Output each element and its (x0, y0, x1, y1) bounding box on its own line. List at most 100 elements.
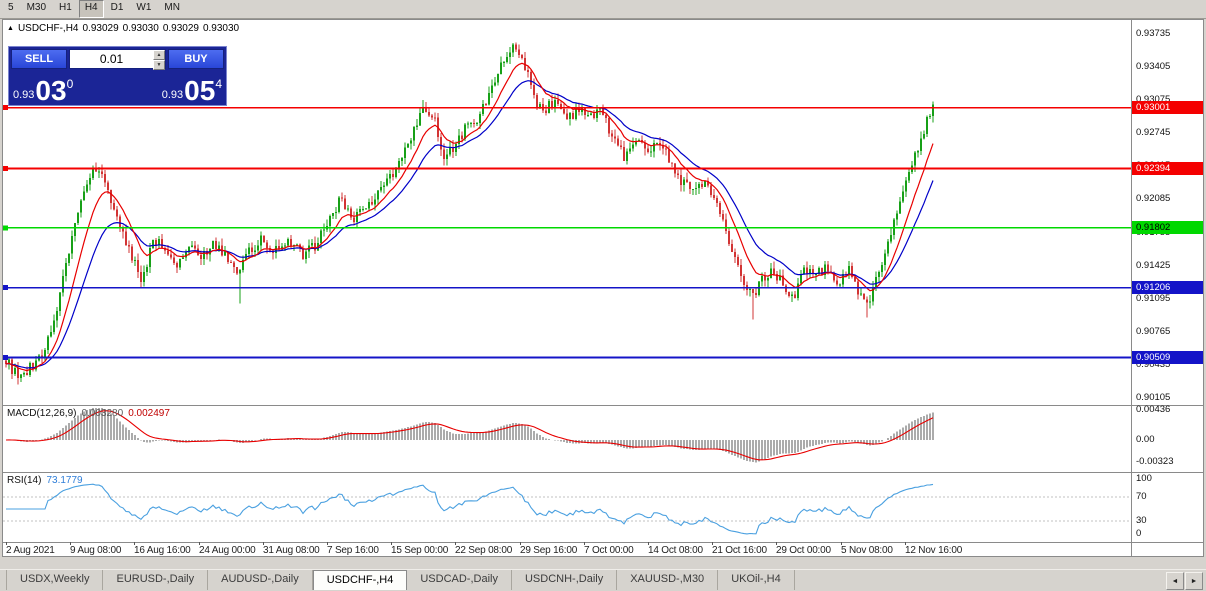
tab-usdchf-h4[interactable]: USDCHF-,H4 (312, 570, 408, 590)
ohlc-high: 0.93030 (122, 23, 159, 34)
tab-usdx-weekly[interactable]: USDX,Weekly (6, 570, 104, 590)
hline-marker[interactable] (3, 105, 8, 111)
time-axis-tick (584, 542, 585, 545)
timeframe-toolbar: 5 M30 H1 H4 D1 W1 MN (0, 0, 1206, 19)
time-axis-tick (70, 542, 71, 545)
rsi-line (6, 483, 934, 535)
time-axis-label: 29 Oct 00:00 (776, 545, 831, 556)
timeframe-button-mn[interactable]: MN (164, 2, 180, 13)
time-axis-label: 29 Sep 16:00 (520, 545, 578, 556)
chart-tabs: USDX,Weekly EURUSD-,Daily AUDUSD-,Daily USD… (0, 570, 1206, 590)
chart-window: ▲ USDCHF-,H4 0.93029 0.93030 0.93029 0.93030 … (2, 19, 1204, 557)
chart-plot[interactable] (3, 20, 1131, 556)
pane-separator-macd[interactable] (3, 405, 1203, 406)
macd-name: MACD(12,26,9) (7, 408, 77, 419)
time-axis-tick (263, 542, 264, 545)
lot-size-value[interactable]: 0.01 (99, 52, 124, 66)
price-axis-label: 0.93735 (1136, 28, 1171, 39)
timeframe-button-w1[interactable]: W1 (136, 2, 152, 13)
pane-separator-rsi[interactable] (3, 472, 1203, 473)
rsi-axis-label: 70 (1136, 491, 1147, 502)
chart-tabbar: USDX,Weekly EURUSD-,Daily AUDUSD-,Daily USD… (0, 569, 1206, 590)
buy-price-sup: 4 (215, 77, 222, 91)
window-strip (0, 557, 1206, 569)
hline-marker[interactable] (3, 166, 8, 171)
price-axis-label: 0.92085 (1136, 193, 1171, 204)
buy-button[interactable]: BUY (168, 49, 224, 69)
sell-price-big: 03 (35, 75, 67, 106)
tab-usdcnh-daily[interactable]: USDCNH-,Daily (512, 570, 618, 590)
time-axis-label: 7 Sep 16:00 (327, 545, 379, 556)
time-axis-label: 5 Nov 08:00 (841, 545, 893, 556)
rsi-axis-label: 0 (1136, 528, 1142, 539)
lot-spinner: ▲ ▼ (153, 50, 165, 70)
price-axis-label: 0.93075 (1136, 94, 1171, 105)
time-axis-tick (905, 542, 906, 545)
sell-price: 0.93 03 0 (13, 75, 73, 106)
ohlc-low: 0.93029 (162, 23, 199, 34)
tab-ukoil-h4[interactable]: UKOil-,H4 (718, 570, 795, 590)
timeframe-button-m30[interactable]: M30 (26, 2, 47, 13)
tab-eurusd-daily[interactable]: EURUSD-,Daily (103, 570, 209, 590)
macd-signal-line (5, 410, 934, 461)
tabs-scroll-right-button[interactable]: ► (1185, 572, 1203, 590)
chart-ohlc: ▲ USDCHF-,H4 0.93029 0.93030 0.93029 0.93030 (7, 23, 243, 34)
time-axis-tick (455, 542, 456, 545)
tab-audusd-daily[interactable]: AUDUSD-,Daily (208, 570, 313, 590)
timeframe-button-5[interactable]: 5 (8, 2, 14, 13)
time-axis-tick (712, 542, 713, 545)
time-axis-tick (520, 542, 521, 545)
price-level-badge: 0.91206 (1132, 281, 1203, 294)
time-axis-tick (327, 542, 328, 545)
sell-button[interactable]: SELL (11, 49, 67, 69)
tab-usdcad-daily[interactable]: USDCAD-,Daily (407, 570, 512, 590)
ohlc-open: 0.93029 (82, 23, 119, 34)
lot-decrease-button[interactable]: ▼ (153, 60, 165, 70)
tabs-scroll-left-button[interactable]: ◄ (1166, 572, 1184, 590)
collapse-icon[interactable]: ▲ (7, 25, 14, 32)
tab-xauusd-m30[interactable]: XAUUSD-,M30 (617, 570, 719, 590)
macd-signal-value: 0.002497 (128, 408, 170, 419)
hline-marker[interactable] (3, 225, 8, 231)
macd-axis-label: 0.00436 (1136, 404, 1171, 415)
time-axis-tick (199, 542, 200, 545)
macd-histogram (8, 408, 934, 463)
time-axis-label: 9 Aug 08:00 (70, 545, 122, 556)
time-axis-label: 14 Oct 08:00 (648, 545, 703, 556)
time-axis-label: 24 Aug 00:00 (199, 545, 256, 556)
ohlc-close: 0.93030 (202, 23, 240, 34)
lot-size-field[interactable]: 0.01 ▲ ▼ (69, 49, 166, 70)
lot-increase-button[interactable]: ▲ (153, 50, 165, 60)
rsi-name: RSI(14) (7, 475, 42, 486)
macd-label: MACD(12,26,9) 0.003280 0.002497 (7, 408, 175, 419)
price-axis-label: 0.90105 (1136, 392, 1171, 403)
timeframe-button-d1[interactable]: D1 (110, 2, 124, 13)
rsi-axis-label: 100 (1136, 473, 1152, 484)
price-axis-separator (1131, 20, 1132, 556)
time-axis-tick (391, 542, 392, 545)
price-level-badge: 0.91802 (1132, 221, 1203, 234)
price-axis-label: 0.91425 (1136, 260, 1171, 271)
price-level-badge: 0.93001 (1132, 101, 1203, 114)
time-axis-label: 16 Aug 16:00 (134, 545, 191, 556)
hline-marker[interactable] (3, 355, 8, 360)
sell-price-prefix: 0.93 (13, 89, 35, 101)
price-level-badge: 0.92394 (1132, 162, 1203, 175)
rsi-value: 73.1779 (46, 475, 83, 486)
time-axis-tick (134, 542, 135, 545)
timeframe-button-h1[interactable]: H1 (59, 2, 72, 13)
time-axis-label: 31 Aug 08:00 (263, 545, 320, 556)
rsi-axis-label: 30 (1136, 515, 1147, 526)
one-click-trading-panel: SELL 0.01 ▲ ▼ BUY 0.93 03 0 0.93 (8, 46, 227, 106)
time-axis-label: 2 Aug 2021 (6, 545, 55, 556)
timeframe-button-h4[interactable]: H4 (78, 0, 104, 18)
price-axis-label: 0.90765 (1136, 326, 1171, 337)
price-axis-label: 0.92745 (1136, 127, 1171, 138)
hline-marker[interactable] (3, 285, 8, 291)
price-axis-label: 0.91095 (1136, 293, 1171, 304)
macd-value: 0.003280 (81, 408, 124, 419)
buy-price-big: 05 (184, 75, 216, 106)
macd-axis-label: 0.00 (1136, 434, 1155, 445)
time-axis-tick (776, 542, 777, 545)
